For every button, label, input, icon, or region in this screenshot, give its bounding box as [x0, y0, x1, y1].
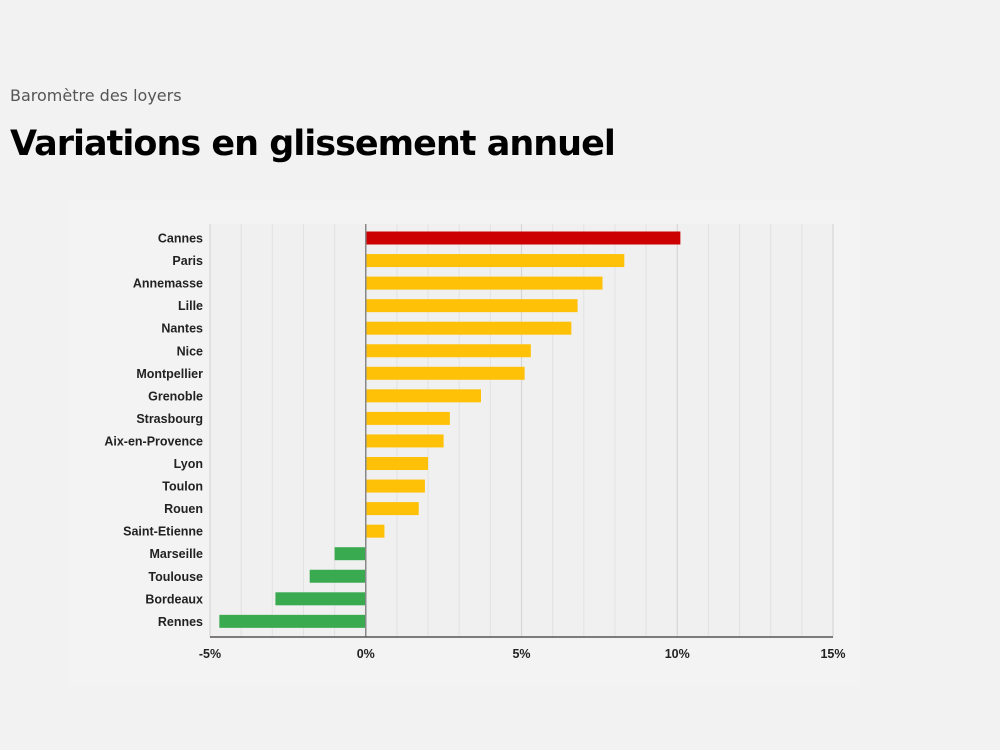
- bar-montpellier: [365, 366, 525, 380]
- bar-bordeaux: [275, 592, 366, 606]
- category-label: Lyon: [174, 457, 203, 471]
- x-tick-label: 15%: [820, 647, 845, 661]
- chart-panel: Cannes Paris Annemasse Lille Nantes Nice Montp…: [68, 200, 860, 686]
- bar-saint-etienne: [365, 524, 385, 538]
- bar-aix-en-provence: [365, 434, 444, 448]
- bar-grenoble: [365, 389, 482, 403]
- category-label: Aix-en-Provence: [104, 434, 203, 448]
- category-label: Paris: [172, 254, 203, 268]
- category-label: Nantes: [161, 322, 203, 336]
- bar-cannes: [365, 231, 681, 245]
- category-label: Bordeaux: [145, 592, 203, 606]
- bar-chart: Cannes Paris Annemasse Lille Nantes Nice Montp…: [104, 224, 846, 661]
- bar-toulouse: [309, 569, 366, 583]
- category-label: Toulon: [162, 480, 203, 494]
- bar-lille: [365, 299, 578, 313]
- bar-nantes: [365, 321, 572, 335]
- x-tick-label: -5%: [199, 647, 221, 661]
- category-label: Montpellier: [136, 367, 203, 381]
- chart-subtitle: Baromètre des loyers: [10, 86, 182, 105]
- page-title: Variations en glissement annuel: [10, 124, 616, 164]
- x-tick-label: 10%: [665, 647, 690, 661]
- bar-lyon: [365, 457, 429, 470]
- x-tick-label: 5%: [512, 647, 530, 661]
- bar-rouen: [365, 502, 419, 516]
- category-label: Marseille: [149, 547, 203, 561]
- category-label: Lille: [178, 299, 203, 313]
- category-label: Saint-Etienne: [123, 525, 203, 539]
- category-label: Toulouse: [148, 570, 203, 584]
- category-label: Rouen: [164, 502, 203, 516]
- bar-strasbourg: [365, 411, 450, 425]
- category-label: Strasbourg: [136, 412, 203, 426]
- category-label: Rennes: [158, 615, 203, 629]
- category-label: Nice: [177, 344, 203, 358]
- bar-marseille: [334, 547, 366, 561]
- category-label: Grenoble: [148, 389, 203, 403]
- x-tick-label: 0%: [357, 647, 375, 661]
- category-label: Annemasse: [133, 277, 203, 291]
- bar-nice: [365, 344, 531, 358]
- bar-annemasse: [365, 276, 603, 290]
- bar-rennes: [219, 614, 366, 628]
- bar-toulon: [365, 479, 425, 493]
- category-label: Cannes: [158, 232, 203, 246]
- bar-paris: [365, 254, 625, 268]
